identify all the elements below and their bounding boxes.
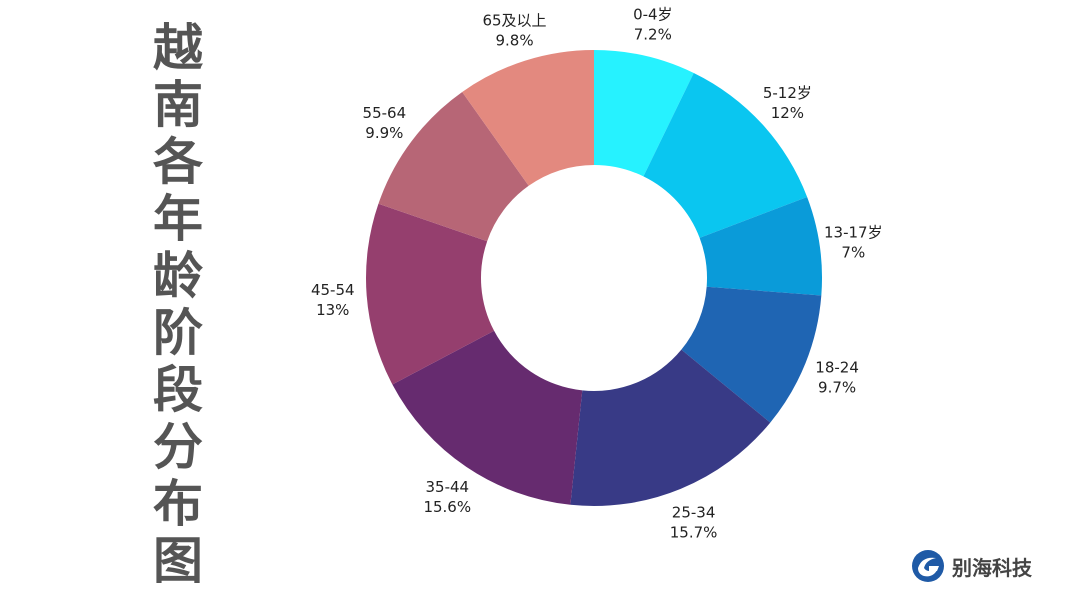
donut-slice-4 <box>570 349 771 507</box>
title-char: 南 <box>153 76 203 134</box>
slice-value-label: 9.7% <box>818 379 856 397</box>
title-char: 布 <box>153 475 203 533</box>
slice-label-2: 13-17岁 7% <box>824 224 883 262</box>
title-char: 阶 <box>153 304 203 362</box>
donut-slice-0 <box>594 50 694 177</box>
slice-category-label: 13-17岁 <box>824 224 883 242</box>
donut-slice-6 <box>366 203 495 385</box>
slice-label-4: 25-34 15.7% <box>670 503 718 541</box>
title-char: 图 <box>153 532 203 590</box>
slice-label-7: 55-64 9.9% <box>363 104 407 142</box>
slice-value-label: 12% <box>771 104 804 122</box>
donut-slice-5 <box>392 330 583 505</box>
chart-title: 越南各年龄阶段分布图 <box>148 20 208 590</box>
slice-label-8: 65及以上 9.8% <box>482 11 546 49</box>
title-char: 段 <box>153 361 203 419</box>
donut-slice-7 <box>378 91 529 242</box>
donut-slice-1 <box>643 72 808 238</box>
g-swirl-logo-icon <box>912 550 944 582</box>
slice-value-label: 9.8% <box>495 31 533 49</box>
slice-category-label: 18-24 <box>815 359 859 377</box>
donut-slice-8 <box>462 50 594 186</box>
slice-category-label: 45-54 <box>311 281 355 299</box>
slice-category-label: 65及以上 <box>482 11 546 29</box>
slice-label-1: 5-12岁 12% <box>763 84 812 122</box>
slice-label-0: 0-4岁 7.2% <box>633 6 673 44</box>
title-char: 分 <box>153 418 203 476</box>
slice-label-6: 45-54 13% <box>311 281 355 319</box>
title-char: 各 <box>153 133 203 191</box>
slice-label-5: 35-44 15.6% <box>423 478 471 516</box>
logo-text: 别海科技 <box>952 555 1032 580</box>
title-char: 年 <box>153 190 203 248</box>
donut-slice-2 <box>699 196 822 296</box>
slice-value-label: 9.9% <box>365 124 403 142</box>
slice-value-label: 7.2% <box>634 26 672 44</box>
title-char: 越 <box>153 19 203 77</box>
slice-value-label: 13% <box>316 301 349 319</box>
brand-logo: 别海科技 <box>910 546 1032 586</box>
slice-category-label: 55-64 <box>363 104 407 122</box>
slice-category-label: 35-44 <box>425 478 469 496</box>
slice-category-label: 25-34 <box>672 503 716 521</box>
slice-category-label: 5-12岁 <box>763 84 812 102</box>
slice-value-label: 15.7% <box>670 523 718 541</box>
slice-value-label: 7% <box>841 244 865 262</box>
slice-value-label: 15.6% <box>423 498 471 516</box>
title-char: 龄 <box>153 247 203 305</box>
slice-label-3: 18-24 9.7% <box>815 359 859 397</box>
slice-category-label: 0-4岁 <box>633 6 673 24</box>
donut-slice-3 <box>681 286 822 423</box>
